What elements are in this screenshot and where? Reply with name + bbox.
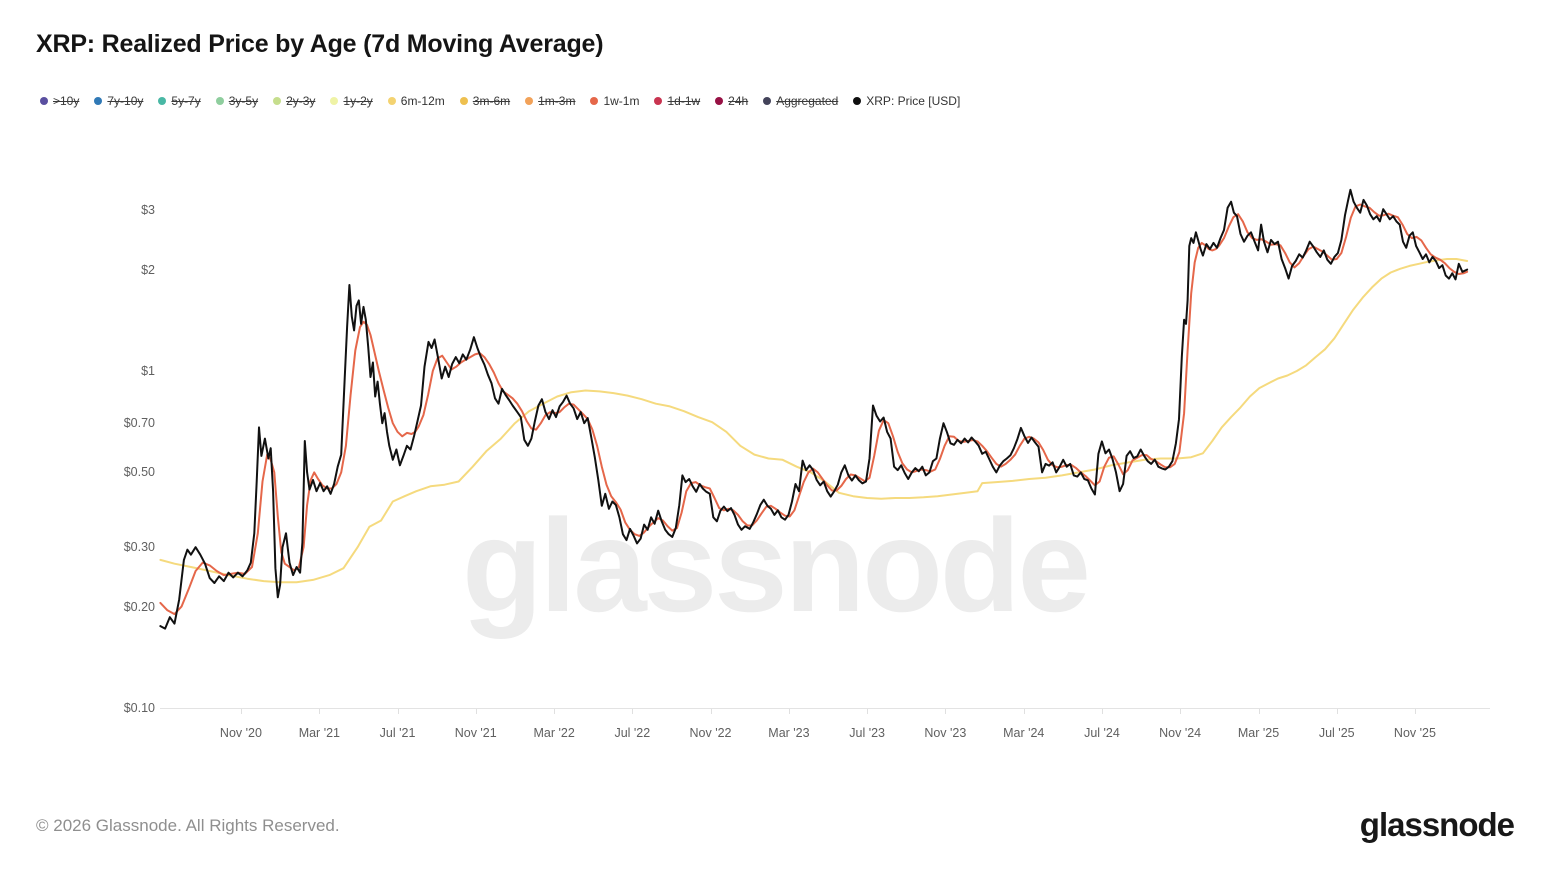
legend-dot-icon [330,97,339,105]
copyright-text: © 2026 Glassnode. All Rights Reserved. [36,816,340,835]
x-tick-label: Nov '23 [924,726,967,740]
x-tick-label: Jul '24 [1084,726,1120,740]
x-tick-mark [475,709,477,714]
legend-dot-icon [715,97,724,105]
legend-item-label: 7y-10y [107,94,144,108]
x-tick-label: Jul '23 [849,726,886,740]
glassnode-logo: glassnode [1359,806,1515,843]
legend-item-3y-5y[interactable]: 3y-5y [215,94,259,108]
legend-item-1m-3m[interactable]: 1m-3m [525,94,575,108]
legend-item-3m-6m[interactable]: 3m-6m [459,94,511,108]
y-tick-label: $1 [141,364,155,378]
x-tick-label: Nov '25 [1393,726,1436,740]
legend-item-xrp-price-usd[interactable]: XRP: Price [USD] [853,94,960,108]
page-title: XRP: Realized Price by Age (7d Moving Av… [36,30,604,58]
series-line-1w-1m [159,203,1469,616]
x-tick-mark [1414,709,1416,714]
x-tick-label: Jul '22 [614,726,651,740]
x-tick-label: Mar '23 [768,726,810,740]
x-tick-mark [1023,709,1025,714]
legend-item-label: 3m-6m [472,94,511,108]
legend-item-1w-1m[interactable]: 1w-1m [590,94,639,108]
x-tick-label: Mar '22 [533,726,575,740]
x-tick-label: Mar '21 [298,726,340,740]
series-line-xrp-price-usd [159,188,1469,630]
legend-item-5y-7y[interactable]: 5y-7y [158,94,201,108]
x-tick-mark [397,709,399,714]
x-tick-mark [1336,709,1338,714]
legend-item-label: XRP: Price [USD] [866,94,961,108]
legend-item-label: >10y [53,94,80,108]
legend-item-1y-2y[interactable]: 1y-2y [330,94,373,108]
legend-dot-icon [94,97,103,105]
legend-dot-icon [273,97,282,105]
chart-legend: >10y 7y-10y 5y-7y 3y-5y 2y-3y 1y-2y 6m-12m 3m-6… [40,94,960,108]
x-tick-label: Nov '22 [689,726,732,740]
legend-dot-icon [215,97,224,105]
legend-dot-icon [158,97,167,105]
y-tick-label: $2 [141,262,155,277]
x-tick-label: Jul '21 [379,726,416,740]
x-tick-mark [867,709,869,714]
x-tick-mark [788,709,790,714]
chart-area: glassnode [0,150,1552,770]
legend-item-label: 24h [728,94,749,108]
x-axis-line [160,708,1490,709]
legend-item-label: 3y-5y [228,94,259,108]
x-tick-label: Mar '24 [1003,726,1045,740]
legend-item-label: 1y-2y [343,94,373,108]
legend-dot-icon [853,97,862,105]
x-tick-label: Nov '20 [219,726,262,740]
x-tick-mark [1180,709,1182,714]
legend-item-label: 5y-7y [171,94,201,108]
series-line-6m-12m [159,258,1469,584]
legend-item-label: 1d-1w [667,94,701,108]
y-tick-label: $0.30 [123,540,155,555]
legend-item-10y[interactable]: >10y [40,94,79,108]
legend-item-24h[interactable]: 24h [715,94,748,108]
legend-item-label: 1m-3m [538,94,576,108]
legend-dot-icon [40,97,48,105]
x-tick-mark [710,709,712,714]
x-tick-mark [554,709,556,714]
x-tick-mark [240,709,242,714]
legend-dot-icon [763,97,772,105]
x-tick-label: Jul '25 [1318,726,1355,740]
legend-item-2y-3y[interactable]: 2y-3y [273,94,315,108]
legend-item-7y-10y[interactable]: 7y-10y [94,94,143,108]
x-tick-mark [945,709,947,714]
legend-item-label: 1w-1m [603,94,640,108]
x-tick-mark [1101,709,1103,714]
x-tick-mark [319,709,321,714]
y-tick-label: $3 [141,203,155,218]
legend-dot-icon [654,97,663,105]
x-tick-label: Mar '25 [1237,726,1280,740]
x-tick-label: Nov '24 [1159,726,1202,740]
y-tick-label: $0.10 [123,701,155,715]
legend-item-6m-12m[interactable]: 6m-12m [387,94,445,108]
legend-item-label: Aggregated [776,94,839,108]
x-tick-mark [1258,709,1260,714]
legend-dot-icon [525,97,534,105]
x-tick-mark [632,709,634,714]
y-tick-label: $0.70 [123,416,155,431]
x-tick-label: Nov '21 [454,726,497,740]
legend-item-label: 6m-12m [400,94,445,108]
y-tick-label: $0.50 [123,465,155,480]
legend-dot-icon [387,97,396,105]
legend-item-aggregated[interactable]: Aggregated [763,94,838,108]
legend-dot-icon [459,97,468,105]
legend-dot-icon [590,97,599,105]
glassnode-watermark: glassnode [462,492,1091,639]
legend-item-1d-1w[interactable]: 1d-1w [654,94,700,108]
legend-item-label: 2y-3y [286,94,316,108]
y-tick-label: $0.20 [123,599,155,614]
